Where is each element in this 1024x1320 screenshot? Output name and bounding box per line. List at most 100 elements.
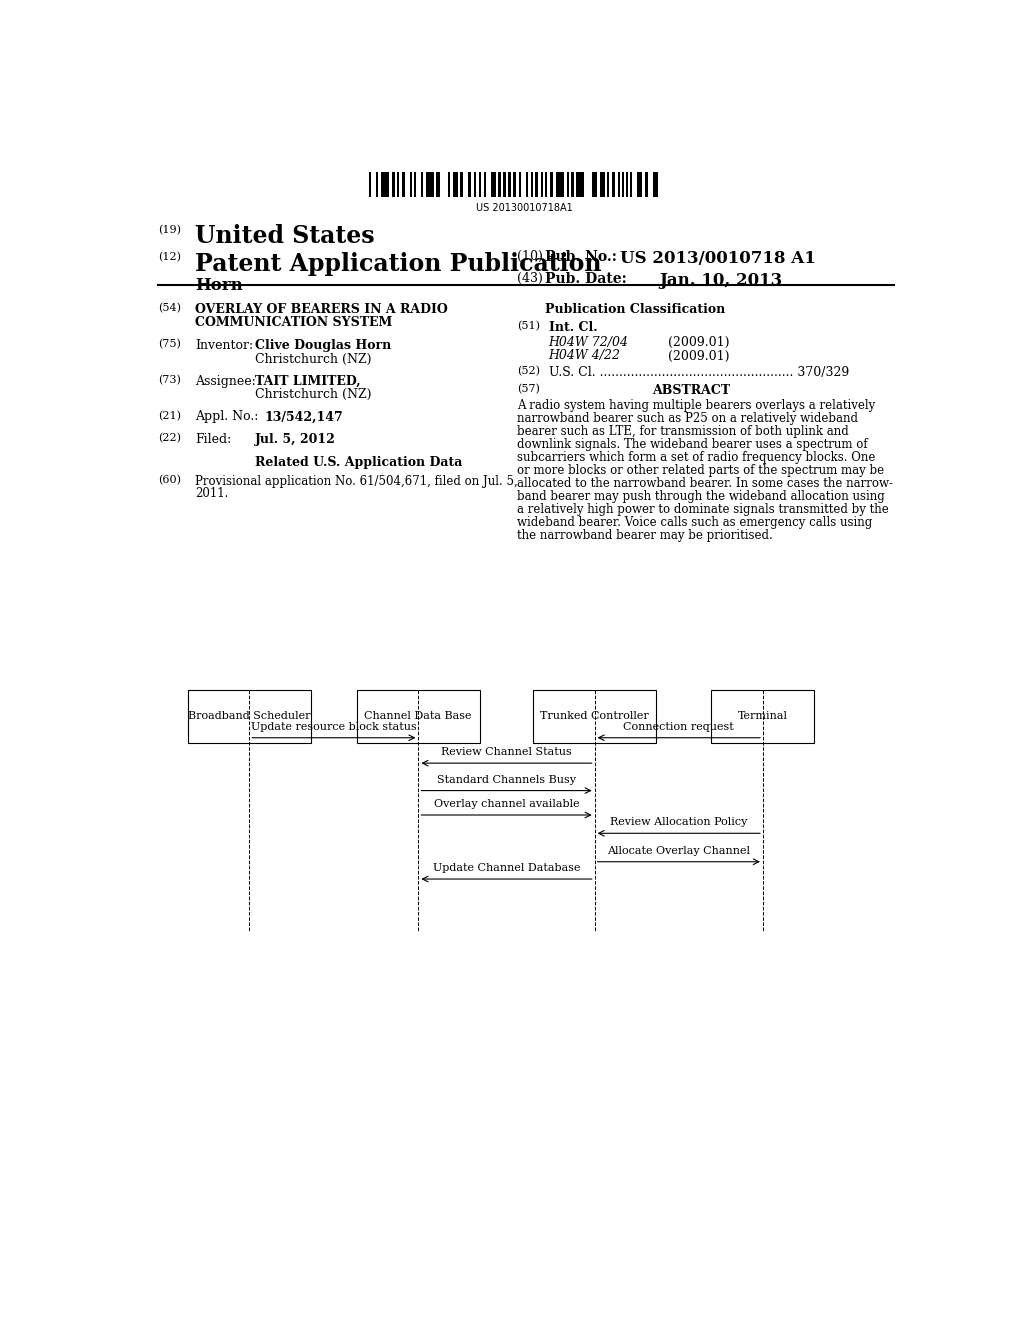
Text: (73): (73): [158, 375, 181, 385]
Text: Update resource block status: Update resource block status: [252, 722, 417, 731]
Text: (2009.01): (2009.01): [668, 337, 729, 350]
Bar: [422, 172, 424, 197]
Text: (60): (60): [158, 474, 181, 484]
Text: Connection request: Connection request: [624, 722, 734, 731]
Text: (21): (21): [158, 411, 181, 421]
Bar: [436, 172, 439, 197]
Text: Allocate Overlay Channel: Allocate Overlay Channel: [607, 846, 751, 855]
Text: Publication Classification: Publication Classification: [545, 302, 725, 315]
Text: 2011.: 2011.: [196, 487, 228, 500]
Text: (19): (19): [158, 224, 181, 235]
Bar: [626, 172, 628, 197]
Bar: [392, 172, 395, 197]
Bar: [607, 172, 609, 197]
Text: Update Channel Database: Update Channel Database: [433, 863, 581, 873]
Text: Filed:: Filed:: [196, 433, 231, 446]
Text: US 20130010718A1: US 20130010718A1: [476, 203, 573, 213]
Text: US 2013/0010718 A1: US 2013/0010718 A1: [620, 249, 816, 267]
Bar: [612, 172, 615, 197]
Text: 13/542,147: 13/542,147: [264, 411, 343, 424]
Text: Standard Channels Busy: Standard Channels Busy: [437, 775, 577, 784]
FancyBboxPatch shape: [356, 690, 479, 743]
Bar: [550, 172, 553, 197]
Text: Trunked Controller: Trunked Controller: [540, 711, 648, 722]
Text: Channel Data Base: Channel Data Base: [365, 711, 472, 722]
Text: H04W 4/22: H04W 4/22: [549, 350, 621, 363]
Text: Review Channel Status: Review Channel Status: [441, 747, 572, 758]
Text: (75): (75): [158, 339, 181, 350]
Text: (54): (54): [158, 302, 181, 313]
Bar: [541, 172, 543, 197]
Text: U.S. Cl. .................................................. 370/329: U.S. Cl. ...............................…: [549, 366, 849, 379]
Bar: [618, 172, 621, 197]
Bar: [545, 172, 547, 197]
Text: Pub. No.:: Pub. No.:: [545, 249, 616, 264]
Bar: [483, 172, 485, 197]
Bar: [513, 172, 516, 197]
Text: (43): (43): [517, 272, 543, 285]
Text: Overlay channel available: Overlay channel available: [434, 799, 580, 809]
Bar: [630, 172, 632, 197]
Bar: [508, 172, 511, 197]
Text: Horn: Horn: [196, 277, 244, 294]
Bar: [498, 172, 501, 197]
Text: H04W 72/04: H04W 72/04: [549, 337, 629, 350]
Text: Review Allocation Policy: Review Allocation Policy: [610, 817, 748, 828]
Text: narrowband bearer such as P25 on a relatively wideband: narrowband bearer such as P25 on a relat…: [517, 412, 858, 425]
Bar: [637, 172, 642, 197]
Bar: [623, 172, 625, 197]
Text: subcarriers which form a set of radio frequency blocks. One: subcarriers which form a set of radio fr…: [517, 451, 876, 465]
Text: (57): (57): [517, 384, 540, 395]
Bar: [525, 172, 527, 197]
Text: (22): (22): [158, 433, 181, 444]
Text: Terminal: Terminal: [738, 711, 787, 722]
Text: Jan. 10, 2013: Jan. 10, 2013: [659, 272, 783, 289]
Text: A radio system having multiple bearers overlays a relatively: A radio system having multiple bearers o…: [517, 399, 876, 412]
Bar: [653, 172, 658, 197]
Text: ABSTRACT: ABSTRACT: [652, 384, 730, 397]
Text: band bearer may push through the wideband allocation using: band bearer may push through the wideban…: [517, 490, 885, 503]
Bar: [567, 172, 569, 197]
Bar: [415, 172, 417, 197]
Bar: [535, 172, 538, 197]
Text: Assignee:: Assignee:: [196, 375, 256, 388]
Text: (2009.01): (2009.01): [668, 350, 729, 363]
Text: (10): (10): [517, 249, 543, 263]
Bar: [381, 172, 389, 197]
Bar: [530, 172, 532, 197]
Bar: [447, 172, 450, 197]
Bar: [519, 172, 521, 197]
Text: Appl. No.:: Appl. No.:: [196, 411, 259, 424]
Bar: [503, 172, 506, 197]
Bar: [575, 172, 584, 197]
Bar: [460, 172, 463, 197]
Bar: [571, 172, 574, 197]
Text: Christchurch (NZ): Christchurch (NZ): [255, 388, 372, 401]
Bar: [411, 172, 413, 197]
Text: or more blocks or other related parts of the spectrum may be: or more blocks or other related parts of…: [517, 465, 884, 478]
Bar: [592, 172, 597, 197]
Text: (52): (52): [517, 366, 540, 376]
Text: (51): (51): [517, 321, 540, 331]
Bar: [370, 172, 372, 197]
Text: Christchurch (NZ): Christchurch (NZ): [255, 352, 372, 366]
Text: Inventor:: Inventor:: [196, 339, 254, 352]
Text: allocated to the narrowband bearer. In some cases the narrow-: allocated to the narrowband bearer. In s…: [517, 478, 893, 490]
Text: wideband bearer. Voice calls such as emergency calls using: wideband bearer. Voice calls such as eme…: [517, 516, 872, 529]
Text: United States: United States: [196, 224, 375, 248]
Bar: [453, 172, 458, 197]
Bar: [397, 172, 399, 197]
FancyBboxPatch shape: [712, 690, 814, 743]
Text: Patent Application Publication: Patent Application Publication: [196, 252, 602, 276]
Bar: [490, 172, 496, 197]
Text: OVERLAY OF BEARERS IN A RADIO: OVERLAY OF BEARERS IN A RADIO: [196, 302, 449, 315]
Bar: [478, 172, 480, 197]
Text: Broadband Scheduler: Broadband Scheduler: [187, 711, 310, 722]
Text: the narrowband bearer may be prioritised.: the narrowband bearer may be prioritised…: [517, 529, 773, 543]
Bar: [376, 172, 378, 197]
Bar: [402, 172, 406, 197]
Bar: [645, 172, 648, 197]
Bar: [426, 172, 434, 197]
Text: Int. Cl.: Int. Cl.: [549, 321, 597, 334]
Bar: [474, 172, 475, 197]
